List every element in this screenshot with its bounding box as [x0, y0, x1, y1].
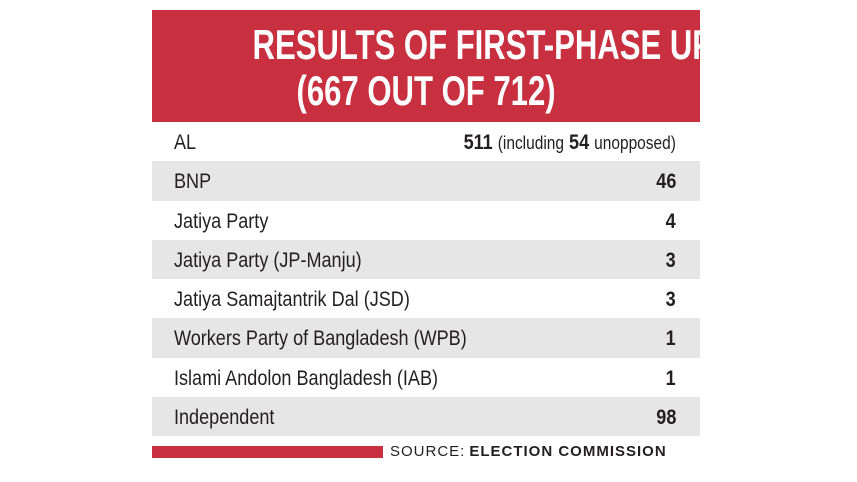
seat-cell: 3 — [666, 279, 676, 321]
party-name: Islami Andolon Bangladesh (IAB) — [174, 366, 439, 390]
seat-cell: 4 — [666, 201, 676, 243]
title-line: RESULTS OF FIRST-PHASE UP POLLS — [252, 21, 825, 68]
seat-cell: 98 — [656, 397, 676, 439]
party-name: Jatiya Party (JP-Manju) — [174, 248, 362, 272]
note-number: 54 — [569, 131, 590, 154]
party-name: AL — [174, 131, 197, 154]
seat-cell: 1 — [666, 318, 676, 360]
party-name: Independent — [174, 405, 275, 429]
party-name: Jatiya Party — [174, 209, 269, 233]
seats: 3 — [665, 248, 676, 272]
seats: 46 — [655, 170, 676, 194]
party-name: BNP — [174, 170, 212, 194]
party-name: Jatiya Samajtantrik Dal (JSD) — [174, 288, 410, 311]
seats: 1 — [665, 327, 676, 351]
table-row: Jatiya Party 4 — [152, 201, 700, 240]
header: RESULTS OF FIRST-PHASE UP POLLS (667 OUT… — [152, 10, 825, 122]
table-row: Independent 98 — [152, 396, 700, 439]
title-line: (667 OUT OF 712) — [296, 67, 556, 114]
note-prefix: (including — [497, 133, 565, 153]
source-name: ELECTION COMMISSION — [469, 443, 667, 460]
table-row: BNP 46 — [152, 161, 700, 203]
seat-cell: 511 (including 54 unopposed) — [464, 122, 676, 164]
seat-cell: 46 — [656, 161, 676, 203]
table-row: Islami Andolon Bangladesh (IAB) 1 — [152, 358, 700, 397]
seat-cell: 3 — [666, 240, 676, 282]
table-row: Workers Party of Bangladesh (WPB) 1 — [152, 318, 700, 360]
footer-bar — [152, 446, 383, 458]
seats: 511 — [463, 131, 493, 154]
seats: 4 — [665, 209, 676, 233]
source-label: SOURCE: — [390, 443, 466, 460]
seats: 1 — [665, 366, 676, 390]
table-row: AL 511 (including 54 unopposed) — [152, 122, 700, 161]
seats: 98 — [655, 405, 676, 429]
note-suffix: unopposed) — [594, 133, 676, 153]
table-row: Jatiya Party (JP-Manju) 3 — [152, 239, 700, 282]
results-table: AL 511 (including 54 unopposed) BNP 46 Jatiy… — [152, 122, 700, 436]
table-row: Jatiya Samajtantrik Dal (JSD) 3 — [152, 279, 700, 318]
source: SOURCE: ELECTION COMMISSION — [390, 443, 667, 460]
party-name: Workers Party of Bangladesh (WPB) — [174, 327, 467, 351]
seats: 3 — [665, 288, 676, 311]
seat-cell: 1 — [666, 358, 676, 400]
